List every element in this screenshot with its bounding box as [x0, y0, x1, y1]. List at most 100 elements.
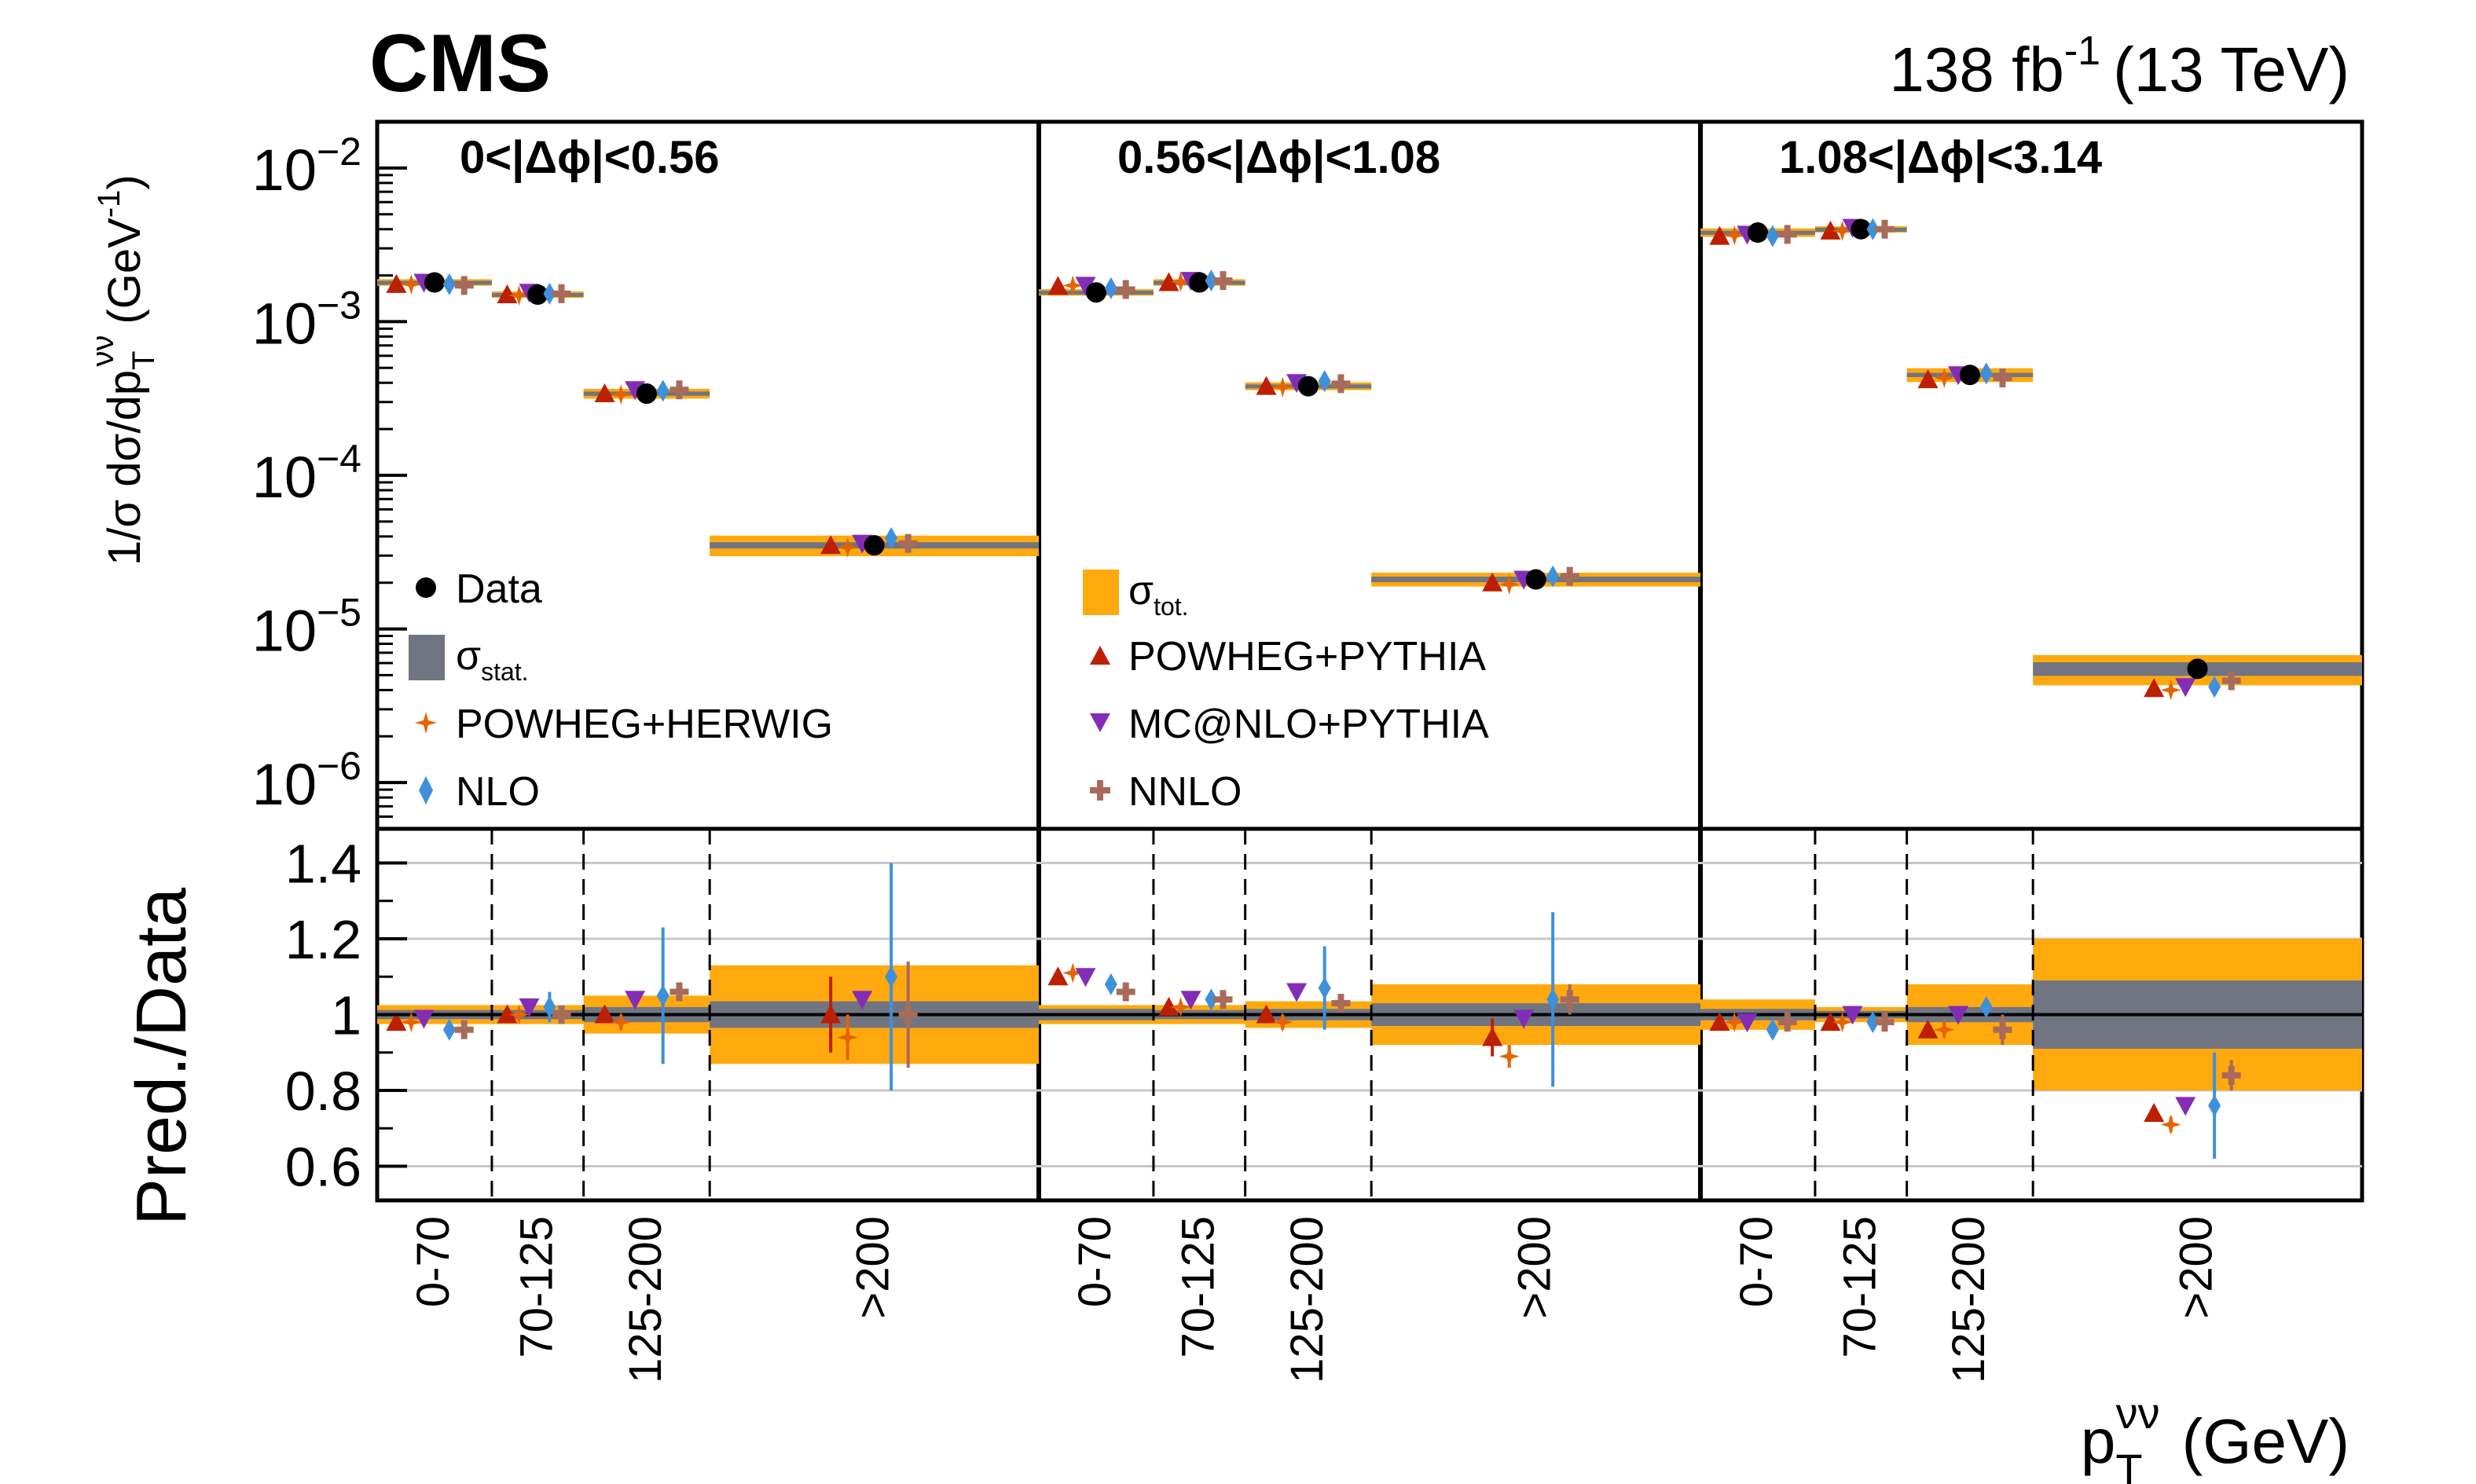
data-point	[1297, 376, 1319, 397]
powheg-pythia-point	[386, 273, 407, 293]
legend-powheg-herwig-marker	[415, 712, 437, 734]
data-point	[2187, 658, 2208, 680]
nnlo-point	[898, 1005, 918, 1024]
nnlo-point	[1331, 374, 1351, 394]
powheg-pythia-point	[820, 535, 842, 555]
nlo-point	[442, 1018, 456, 1041]
nlo-point	[1866, 1011, 1880, 1034]
ratio-y-axis-label: Pred./Data	[123, 887, 201, 1226]
ratio-gridlines	[377, 861, 2362, 1168]
powheg-herwig-point	[611, 384, 632, 405]
category-label: 0-70	[408, 1216, 459, 1307]
upper-y-tick-label: 10−5	[252, 591, 361, 664]
powheg-pythia-point	[594, 383, 615, 403]
nlo-point	[1318, 977, 1331, 999]
nlo-point	[656, 379, 669, 402]
data-point	[1747, 222, 1768, 244]
powheg-herwig-point	[1724, 1012, 1745, 1033]
powheg-pythia-point	[497, 284, 518, 303]
upper-y-tick-label: 10−3	[252, 283, 361, 356]
data-point	[864, 535, 885, 556]
powheg-herwig-point	[401, 273, 422, 295]
mcnlo-pythia-point	[1948, 1006, 1969, 1025]
powheg-herwig-point	[1498, 573, 1520, 595]
mcnlo-pythia-point	[1737, 1013, 1758, 1033]
ratio-y-tick-label: 0.6	[285, 1137, 361, 1198]
nnlo-point	[1993, 368, 2012, 388]
powheg-herwig-point	[837, 537, 858, 558]
nnlo-point	[1331, 994, 1351, 1013]
nlo-point	[2208, 1094, 2221, 1117]
powheg-pythia-point	[1256, 1004, 1277, 1024]
legend-right: σtot. POWHEG+PYTHIA MC@NLO+PYTHIA NNLO	[1083, 568, 1489, 815]
powheg-pythia-point	[594, 1004, 615, 1024]
legend-tot-label: σtot.	[1128, 568, 1189, 621]
nnlo-point	[1560, 990, 1579, 1009]
nnlo-point	[1875, 1013, 1895, 1032]
powheg-pythia-point	[497, 1004, 518, 1024]
powheg-herwig-point	[1170, 996, 1191, 1017]
powheg-herwig-point	[1062, 275, 1084, 296]
powheg-herwig-point	[1498, 1046, 1520, 1067]
ratio-y-tick-label: 1.2	[285, 909, 361, 970]
powheg-herwig-point	[611, 1012, 632, 1033]
panel-label: 0<|Δϕ|<0.56	[460, 132, 720, 183]
legend-tot-swatch	[1083, 570, 1119, 615]
data-point	[1085, 282, 1106, 303]
legend-nlo-label: NLO	[456, 769, 540, 815]
nlo-point	[1104, 973, 1117, 995]
mcnlo-pythia-point	[1180, 991, 1201, 1010]
luminosity-label: 138 fb-1 (13 TeV)	[1889, 28, 2349, 104]
axis-ticks	[377, 120, 407, 1168]
upper-y-axis-label: 1/σ dσ/dpTνν(GeV-1)	[86, 174, 161, 566]
category-label: 70-125	[511, 1216, 562, 1358]
panel-label: 0.56<|Δϕ|<1.08	[1117, 132, 1440, 183]
powheg-pythia-point	[1820, 220, 1841, 240]
category-label: 125-200	[1943, 1216, 1994, 1383]
ratio-y-tick-label: 1.4	[285, 833, 361, 894]
nlo-point	[1766, 225, 1779, 247]
nlo-point	[885, 966, 898, 988]
nlo-point	[1205, 988, 1218, 1011]
mcnlo-pythia-point	[625, 991, 646, 1010]
powheg-herwig-point	[401, 1012, 422, 1033]
powheg-pythia-point	[1820, 1012, 1841, 1031]
category-labels: 0-70 70-125 125-200 >200 0-70 70-125 125-200 >2…	[408, 1216, 2222, 1383]
powheg-herwig-point	[1934, 1019, 1955, 1040]
nlo-point	[1766, 1018, 1779, 1041]
powheg-herwig-point	[1272, 1012, 1293, 1033]
nlo-point	[1866, 218, 1880, 240]
nnlo-point	[1213, 271, 1233, 291]
powheg-pythia-point	[1709, 225, 1730, 245]
powheg-herwig-point	[508, 285, 530, 306]
nlo-point	[656, 984, 669, 1007]
powheg-herwig-point	[837, 1027, 858, 1048]
powheg-pythia-point	[2144, 1102, 2165, 1122]
category-label: 70-125	[1834, 1216, 1885, 1358]
nnlo-point	[1560, 566, 1579, 586]
powheg-pythia-point	[1709, 1012, 1730, 1031]
mcnlo-pythia-point	[1075, 968, 1096, 988]
upper-y-tick-label: 10−4	[252, 437, 361, 510]
legend-powheg-herwig-label: POWHEG+HERWIG	[456, 702, 833, 747]
ratio-y-tick-label: 0.8	[285, 1061, 361, 1122]
legend-nnlo-label: NNLO	[1128, 769, 1242, 815]
data-markers	[386, 218, 2241, 1159]
nlo-point	[1318, 370, 1331, 393]
legend-stat-label: σstat.	[456, 633, 529, 686]
data-point	[1189, 272, 1210, 293]
category-label: 0-70	[1069, 1216, 1121, 1307]
panel-label: 1.08<|Δϕ|<3.14	[1779, 132, 2102, 183]
category-label: 125-200	[1282, 1216, 1333, 1383]
nlo-point	[1546, 565, 1560, 588]
nnlo-point	[454, 276, 474, 295]
mcnlo-pythia-point	[2175, 1097, 2196, 1116]
nnlo-point	[1777, 225, 1797, 244]
category-label: >200	[1509, 1216, 1561, 1319]
nnlo-point	[2221, 1065, 2241, 1085]
powheg-herwig-point	[1832, 1012, 1853, 1033]
powheg-herwig-point	[2160, 680, 2181, 701]
legend-left: Data σstat. POWHEG+HERWIG NLO	[409, 566, 833, 815]
nnlo-point	[454, 1020, 474, 1039]
nlo-point	[1205, 269, 1218, 292]
